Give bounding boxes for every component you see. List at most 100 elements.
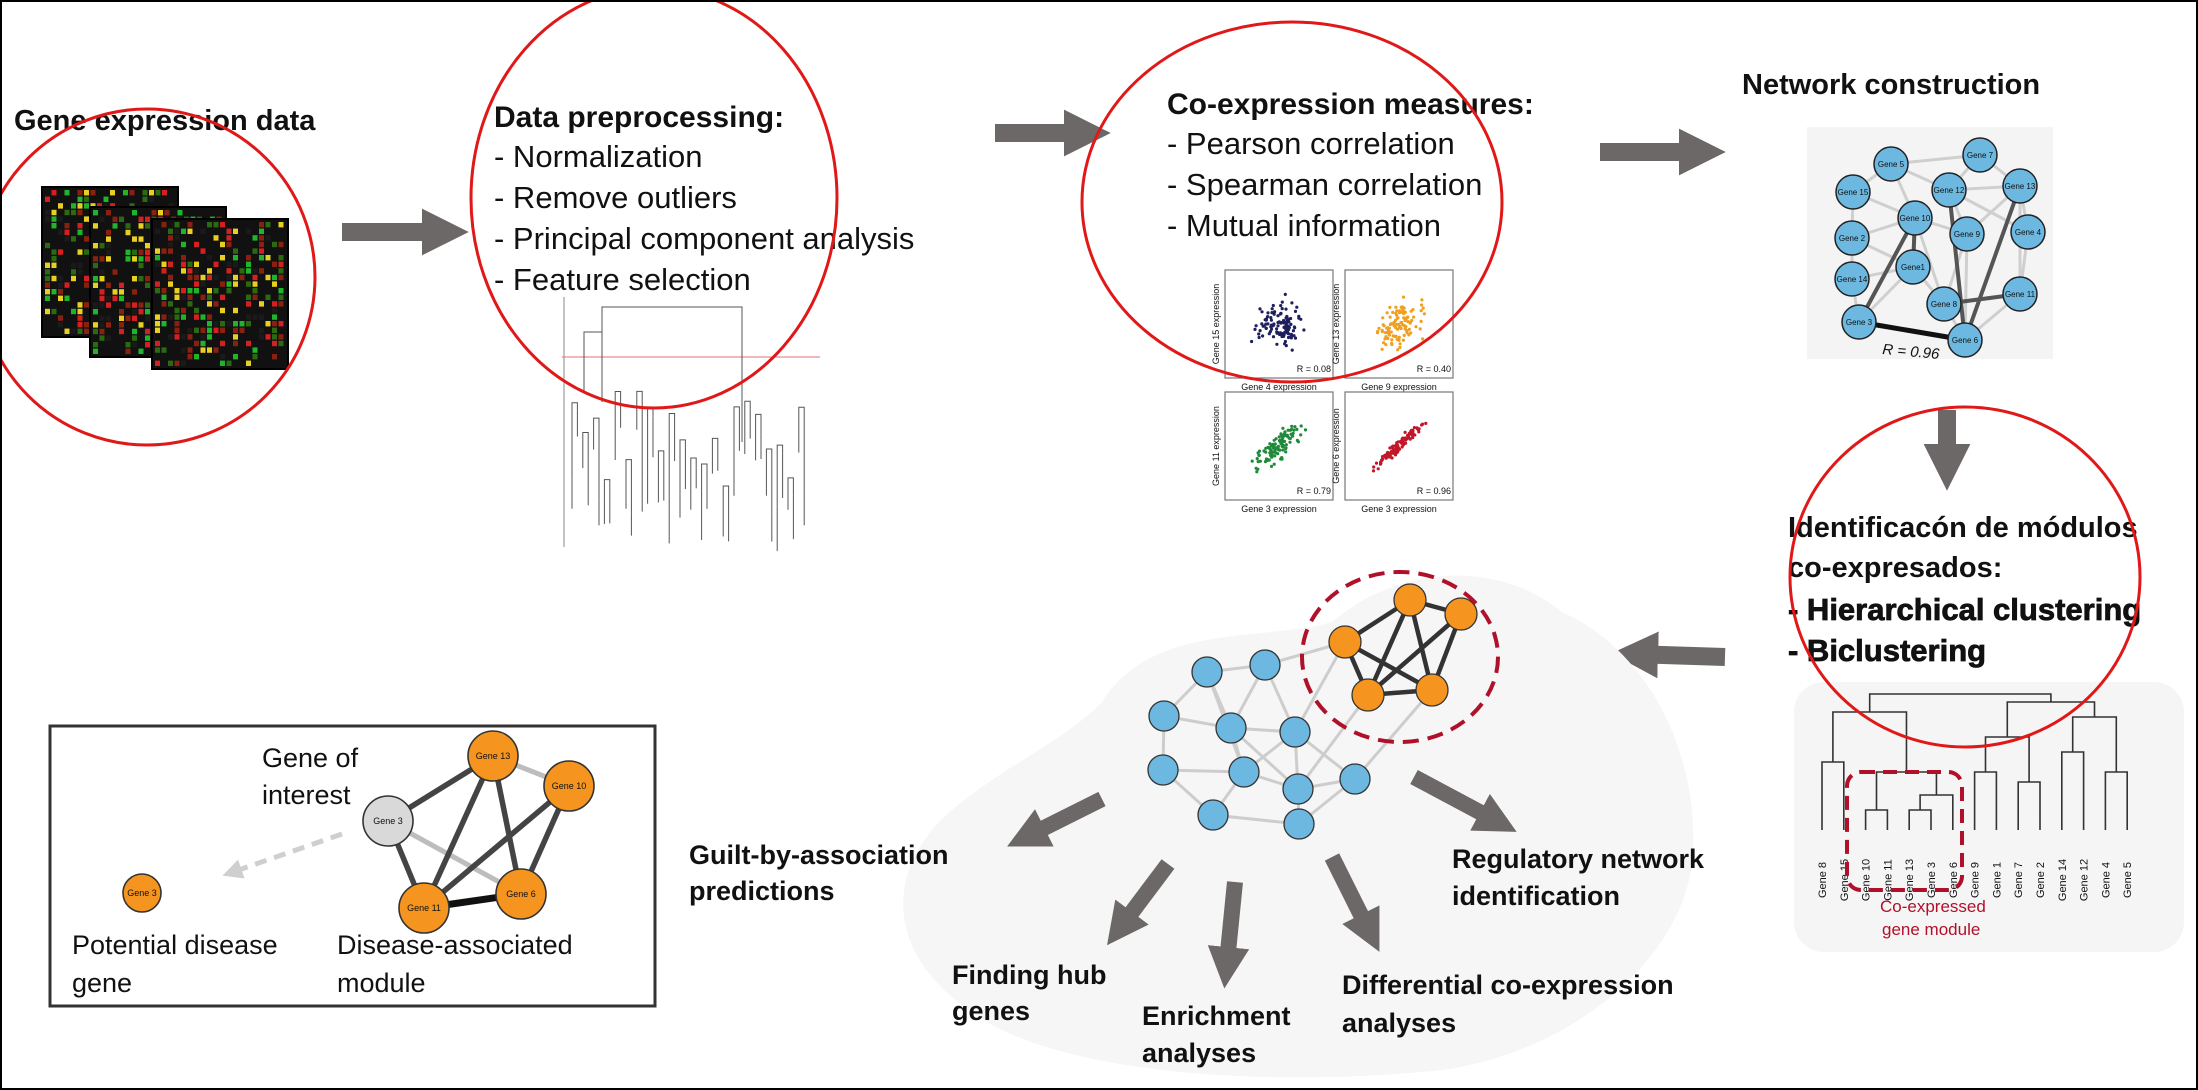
heatmap-cell [265, 334, 271, 340]
module-network-node-orange [1351, 678, 1385, 712]
heatmap-cell [252, 314, 258, 320]
heatmap-cell [200, 294, 206, 300]
heatmap-cell [71, 328, 76, 334]
network-node [1835, 174, 1871, 210]
heatmap-cell [181, 228, 186, 234]
scatter-point [1380, 328, 1384, 332]
heatmap-cell [71, 262, 76, 268]
heatmap-cell [129, 190, 135, 196]
network-node-label: Gene 15 [1838, 188, 1869, 197]
heatmap-cell [119, 328, 124, 335]
scatter-point [1408, 437, 1412, 441]
heatmap-cell [278, 288, 284, 294]
heatmap-cell [106, 315, 111, 321]
modules-title-line1: Identificacón de módulos [1788, 512, 2138, 544]
scatter-point [1403, 317, 1407, 321]
dendrogram-branch [636, 390, 643, 479]
guilt-label-line2: predictions [689, 876, 835, 906]
heatmap-cell [161, 288, 167, 294]
heatmap-cell [119, 322, 124, 328]
heatmap-cell [213, 347, 219, 353]
module-highlight [1300, 570, 1500, 744]
heatmap-cell [220, 255, 225, 261]
heatmap-cell [168, 334, 173, 340]
scatter-point [1280, 300, 1284, 304]
heatmap-cell [155, 228, 160, 234]
dendrogram-leaf-label: Gene 12 [2079, 859, 2091, 901]
heatmap-cell [132, 335, 137, 341]
heatmap-cell [181, 294, 186, 300]
heatmap-cell [84, 236, 89, 242]
heatmap-cell [77, 249, 83, 255]
heatmap-cell [58, 295, 63, 301]
heatmap-cell [84, 302, 89, 308]
heatmap-cell [45, 196, 50, 202]
scatter-point [1392, 320, 1396, 324]
scatter-point [1390, 456, 1394, 460]
scatter-xlabel: Gene 4 expression [1241, 382, 1317, 392]
heatmap-cell [58, 282, 63, 288]
network-node-label: Gene 9 [1954, 230, 1981, 239]
heatmap-cell [233, 294, 238, 300]
scatter-point [1401, 295, 1406, 299]
heatmap-cell [64, 282, 70, 288]
scatter-point [1268, 447, 1272, 451]
heatmap-cell [84, 249, 89, 255]
heatmap-cell [77, 203, 83, 209]
heatmap-cell [246, 301, 251, 307]
heatmap-cell [181, 360, 186, 366]
scatter-point [1401, 323, 1405, 327]
network-node [1947, 322, 1983, 358]
heatmap-cell [71, 203, 76, 209]
scatter-point [1395, 322, 1399, 326]
heatmap-cell [138, 216, 144, 222]
heatmap-cell [155, 288, 160, 294]
scatter-point [1396, 443, 1400, 448]
scatter-point [1289, 316, 1293, 321]
heatmap-cell [233, 248, 238, 254]
scatter-point [1420, 298, 1424, 302]
scatter-point [1393, 334, 1397, 339]
heatmap-cell [77, 209, 83, 216]
module-network-edge [1296, 694, 1370, 790]
network-node [1962, 137, 1998, 173]
dendrogram-branch [603, 479, 611, 499]
heatmap-cell [84, 308, 89, 315]
heatmap-cell [84, 282, 89, 288]
dendrogram-leaf-label: Gene 5 [2122, 862, 2134, 898]
scatter-r-value: R = 0.79 [1297, 486, 1331, 496]
scatter-point [1283, 292, 1287, 296]
heatmap-cell [125, 249, 131, 255]
heatmap-cell [125, 223, 131, 229]
heatmap-cell [64, 236, 70, 242]
scatter-point [1393, 449, 1397, 453]
heatmap-cell [174, 301, 180, 307]
dendrogram-leaf-label: Gene 14 [2057, 859, 2069, 901]
heatmap-cell [168, 274, 173, 281]
scatter-ylabel: Gene 11 expression [1211, 406, 1221, 486]
heatmap-cell [149, 190, 154, 196]
heatmap-cell [51, 223, 57, 229]
heatmap-cell [252, 235, 258, 241]
scatter-point [1270, 324, 1274, 328]
heatmap-cell [200, 340, 206, 347]
heatmap-cell [138, 328, 144, 335]
heatmap-cell [226, 274, 232, 281]
hub-label-line2: genes [952, 996, 1030, 1026]
network-edge-strong [1857, 217, 1917, 323]
modules-item-hierarchical: - Hierarchical clustering [1788, 592, 2141, 627]
heatmap-cell [45, 275, 50, 282]
scatter-point [1285, 328, 1289, 332]
flow-arrow [1611, 631, 1726, 679]
scatter-point [1269, 327, 1274, 331]
heatmap-cell [278, 301, 284, 307]
heatmap-cell [226, 321, 232, 327]
heatmap-cell [138, 295, 144, 302]
inset-edge-strong [422, 783, 571, 911]
heatmap-cell [187, 268, 193, 274]
scatter-point [1397, 311, 1402, 315]
heatmap-cell [145, 276, 150, 282]
scatter-xlabel: Gene 3 expression [1361, 504, 1437, 514]
module-network-edge-strong [1365, 599, 1413, 696]
heatmap-cell [207, 294, 212, 300]
